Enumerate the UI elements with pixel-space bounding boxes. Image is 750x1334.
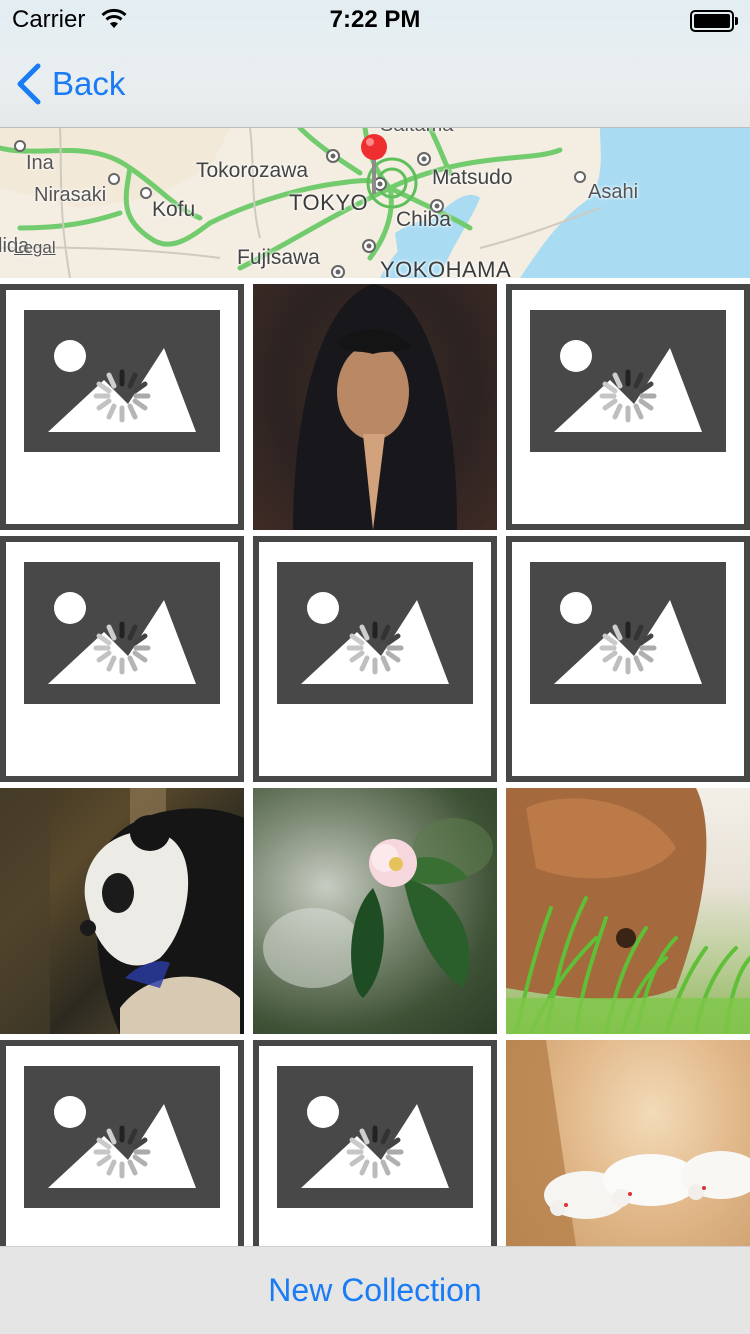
back-button[interactable]: Back xyxy=(14,60,125,108)
photo-cell-panda[interactable] xyxy=(0,788,244,1034)
photo-cell-placeholder[interactable] xyxy=(0,1040,244,1246)
photo-cell-flower[interactable] xyxy=(253,788,497,1034)
photo-cell-placeholder[interactable] xyxy=(253,536,497,782)
wifi-icon xyxy=(101,8,127,28)
map-label-asahi: Asahi xyxy=(588,181,639,203)
map-label-matsudo: Matsudo xyxy=(432,166,513,189)
loading-spinner-icon xyxy=(346,621,404,675)
map-view[interactable]: Saitama Ina Nirasaki Tokorozawa Kofu TOK… xyxy=(0,128,750,278)
back-label: Back xyxy=(52,65,126,102)
map-label-nirasaki: Nirasaki xyxy=(34,184,107,206)
carrier-label: Carrier xyxy=(12,6,86,33)
photo-cell-placeholder[interactable] xyxy=(0,284,244,530)
bottom-toolbar: New Collection xyxy=(0,1246,750,1334)
map-label-iida: lida xyxy=(0,235,30,257)
image-placeholder-icon xyxy=(277,1066,473,1208)
photo-cell-dog[interactable] xyxy=(506,788,750,1034)
map-background xyxy=(0,128,750,278)
photo-cell-mice[interactable] xyxy=(506,1040,750,1246)
image-placeholder-icon xyxy=(24,310,220,452)
map-label-chiba: Chiba xyxy=(396,208,451,231)
loading-spinner-icon xyxy=(93,369,151,423)
map-pin-icon[interactable] xyxy=(359,132,389,198)
map-label-saitama: Saitama xyxy=(380,128,453,137)
image-placeholder-icon xyxy=(530,562,726,704)
map-label-yokohama: YOKOHAMA xyxy=(380,257,512,278)
navigation-bar: Carrier 7:22 PM Back xyxy=(0,0,750,128)
loading-spinner-icon xyxy=(599,369,657,423)
map-label-tokyo: TOKYO xyxy=(289,190,369,215)
loading-spinner-icon xyxy=(93,621,151,675)
status-bar: Carrier 7:22 PM xyxy=(0,0,750,40)
photo-cell-placeholder[interactable] xyxy=(506,284,750,530)
photo-cell-placeholder[interactable] xyxy=(0,536,244,782)
loading-spinner-icon xyxy=(599,621,657,675)
loading-spinner-icon xyxy=(346,1125,404,1179)
mice-photo xyxy=(506,1040,750,1246)
clock: 7:22 PM xyxy=(329,6,421,33)
photo-collection-grid[interactable] xyxy=(0,284,750,1246)
image-placeholder-icon xyxy=(24,1066,220,1208)
image-placeholder-icon xyxy=(277,562,473,704)
map-label-tokorozawa: Tokorozawa xyxy=(196,159,309,182)
chevron-left-icon xyxy=(17,63,41,105)
photo-cell-placeholder[interactable] xyxy=(253,1040,497,1246)
image-placeholder-icon xyxy=(530,310,726,452)
person-photo xyxy=(253,284,497,530)
battery-icon xyxy=(690,10,738,32)
panda-photo xyxy=(0,788,244,1034)
loading-spinner-icon xyxy=(93,1125,151,1179)
map-legal-link[interactable]: Legal xyxy=(14,238,56,257)
map-label-fujisawa: Fujisawa xyxy=(237,246,320,269)
image-placeholder-icon xyxy=(24,562,220,704)
dog-photo xyxy=(506,788,750,1034)
map-label-ina: Ina xyxy=(26,152,54,174)
photo-cell-person[interactable] xyxy=(253,284,497,530)
flower-photo xyxy=(263,818,493,998)
new-collection-button[interactable]: New Collection xyxy=(268,1272,482,1308)
map-label-kofu: Kofu xyxy=(152,198,196,221)
photo-cell-placeholder[interactable] xyxy=(506,536,750,782)
